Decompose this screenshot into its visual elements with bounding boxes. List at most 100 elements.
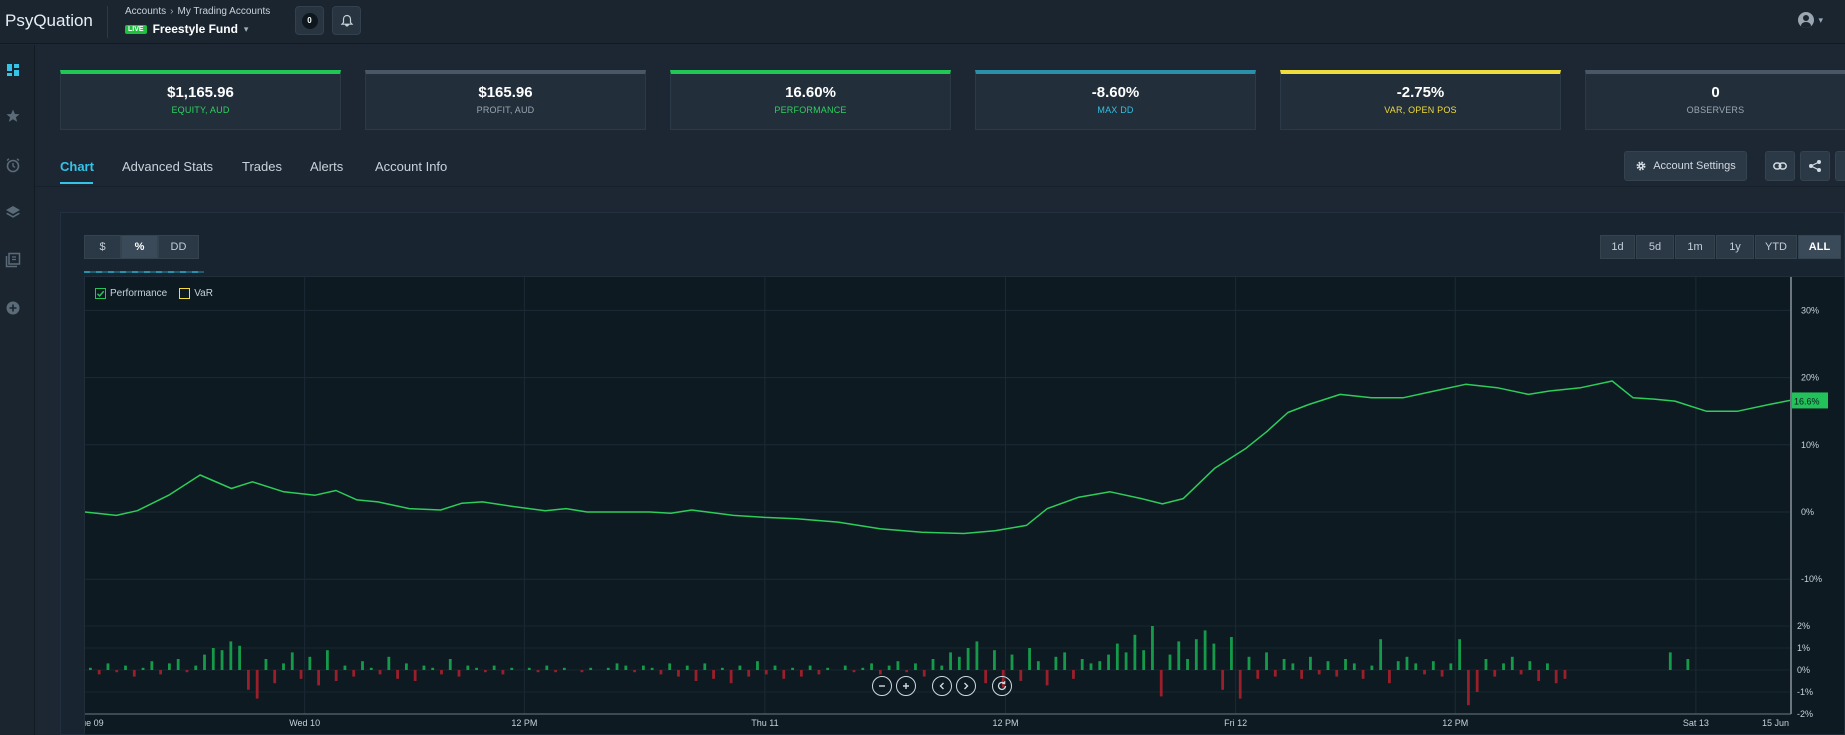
bar [1080,659,1084,670]
bar [1528,661,1532,670]
bar [1554,670,1558,684]
pan-right-icon[interactable] [956,676,976,696]
tab-alerts[interactable]: Alerts [310,159,344,174]
bar [957,656,961,670]
bar [1203,630,1207,670]
bar [843,665,847,670]
checkbox-icon [179,288,191,299]
bar [624,665,628,670]
breadcrumb-accounts[interactable]: Accounts [125,6,167,17]
bar [791,667,794,670]
range-1d-button[interactable]: 1d [1600,235,1635,259]
tab-advanced-stats[interactable]: Advanced Stats [122,159,214,174]
tab-trades[interactable]: Trades [242,159,282,174]
notifications-button[interactable] [332,6,361,35]
mode-percent-button[interactable]: % [121,235,158,259]
bar [115,670,119,673]
observer-count-button[interactable]: 0 [295,6,324,35]
chevron-right-icon: › [170,6,174,17]
bar [940,665,944,670]
bar [1124,652,1128,670]
bar [1440,670,1444,677]
legend-performance[interactable]: Performance [95,288,167,299]
x-tick-label: Wed 10 [289,718,320,728]
zoom-in-icon[interactable] [896,676,916,696]
chart-plot-area[interactable]: 30% 20% 10% 0% -10% 2% 1% 0% -1% -2% Tue 09 Wed 10 1… [84,276,1845,735]
bell-icon [340,14,353,27]
header-divider [107,6,108,38]
bar [1493,670,1497,677]
performance-line [85,380,1791,535]
zoom-out-icon[interactable] [872,676,892,696]
x-tick-label: Tue 09 [85,718,104,728]
range-1y-button[interactable]: 1y [1716,235,1754,259]
bar [1221,670,1225,690]
bar [229,641,233,670]
range-5d-button[interactable]: 5d [1636,235,1674,259]
pan-left-icon[interactable] [932,676,952,696]
mode-drawdown-button[interactable]: DD [158,235,199,259]
bar [431,667,435,670]
reset-icon[interactable] [992,676,1012,696]
alarm-icon[interactable] [4,156,22,174]
copy-link-button[interactable] [1765,151,1795,181]
more-button[interactable] [1835,151,1845,181]
bar [387,656,391,670]
dashboard-icon[interactable] [4,61,22,79]
bar [1186,659,1189,670]
bar [466,665,470,670]
mode-dollar-button[interactable]: $ [84,235,121,259]
app-logo[interactable]: PsyQuation [5,11,93,30]
bar [1265,652,1268,670]
account-selector[interactable]: LIVE Freestyle Fund ▾ [125,22,248,36]
y-tick-label: 20% [1801,373,1819,383]
star-icon[interactable] [4,107,22,125]
bar [914,663,917,670]
layers-icon[interactable] [4,203,22,221]
bar [1230,637,1233,670]
bar [1335,670,1339,677]
bar [1019,670,1023,681]
legend-var[interactable]: VaR [179,288,213,299]
tab-account-info[interactable]: Account Info [375,159,448,174]
y-tick-label: 2% [1797,621,1810,631]
bar [290,652,294,670]
bar [738,665,742,670]
share-button[interactable] [1800,151,1830,181]
bar [238,645,242,670]
tab-chart[interactable]: Chart [60,159,94,174]
bar [97,670,101,675]
bar [1054,656,1058,670]
bar [1388,670,1391,684]
y-tick-label: 10% [1801,440,1819,450]
bar [984,670,988,684]
add-circle-icon[interactable] [4,299,22,317]
bar [1563,670,1567,679]
bar [606,667,610,670]
user-icon [1798,12,1815,28]
range-navigator[interactable] [84,271,204,273]
range-all-button[interactable]: ALL [1798,235,1841,259]
bar [896,661,900,670]
bar [1431,661,1435,670]
stat-value: -2.75% [1396,84,1445,101]
legend-label: VaR [194,288,213,299]
last-value-label: 16.6% [1794,396,1820,406]
stat-card-var: -2.75% VAR, OPEN POS [1280,70,1561,130]
range-1m-button[interactable]: 1m [1675,235,1715,259]
user-menu[interactable]: ▾ [1798,12,1823,28]
account-settings-button[interactable]: Account Settings [1624,151,1747,181]
range-ytd-button[interactable]: YTD [1755,235,1797,259]
last-value-tag [1792,392,1828,409]
bar [510,667,514,670]
bar [1010,654,1014,670]
bar [475,667,478,670]
bar [1115,643,1119,670]
bar [308,656,312,670]
breadcrumb-my-trading-accounts[interactable]: My Trading Accounts [177,6,271,17]
bar [1168,654,1172,670]
bar [975,641,979,670]
bar [448,659,452,670]
library-icon[interactable] [4,251,22,269]
bar [1510,656,1514,670]
